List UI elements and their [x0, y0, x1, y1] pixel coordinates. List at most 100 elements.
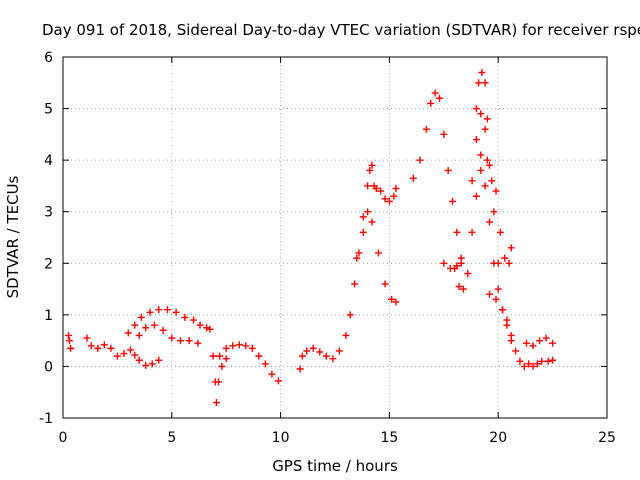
data-point: [303, 347, 311, 355]
data-point: [215, 378, 223, 386]
y-tick-label: 1: [44, 308, 53, 324]
data-point: [155, 306, 163, 314]
data-point: [135, 331, 143, 339]
data-point: [248, 344, 256, 352]
data-point: [163, 306, 171, 314]
data-point: [222, 344, 230, 352]
data-point: [459, 285, 467, 293]
data-point: [451, 264, 459, 272]
data-point: [212, 399, 220, 407]
data-point: [440, 259, 448, 267]
axis-ticks: 0 5 10 15 20 25 -1 0 1 2 3 4 5 6: [39, 50, 616, 446]
data-point: [146, 308, 154, 316]
y-tick-label: 0: [44, 359, 53, 375]
data-point: [388, 295, 396, 303]
data-point: [481, 125, 489, 133]
data-point: [542, 334, 550, 342]
x-tick-label: 20: [489, 430, 507, 446]
data-point: [488, 177, 496, 185]
data-point: [381, 195, 389, 203]
data-point: [485, 218, 493, 226]
plot-frame: [62, 56, 608, 419]
data-point: [427, 99, 435, 107]
data-point: [196, 321, 204, 329]
data-point: [468, 177, 476, 185]
y-tick-label: 4: [44, 153, 53, 169]
data-point: [296, 365, 304, 373]
data-point: [549, 339, 557, 347]
data-point: [472, 192, 480, 200]
data-point: [477, 166, 485, 174]
data-point: [66, 337, 74, 345]
data-point: [483, 156, 491, 164]
chart-title: Day 091 of 2018, Sidereal Day-to-day VTE…: [42, 21, 640, 39]
x-tick-label: 25: [598, 430, 616, 446]
data-point: [409, 174, 417, 182]
data-point: [298, 352, 306, 360]
data-point: [416, 156, 424, 164]
data-point: [368, 218, 376, 226]
data-point: [477, 110, 485, 118]
data-point: [392, 185, 400, 193]
x-tick-label: 10: [272, 430, 290, 446]
data-point: [135, 356, 143, 364]
data-point: [496, 228, 504, 236]
data-point: [353, 254, 361, 262]
data-point: [544, 357, 552, 365]
data-point: [168, 334, 176, 342]
data-point: [342, 331, 350, 339]
x-axis-label: GPS time / hours: [272, 457, 398, 475]
data-point: [155, 356, 163, 364]
data-point: [477, 151, 485, 159]
data-point: [172, 308, 180, 316]
data-point: [87, 342, 95, 350]
data-point: [190, 316, 198, 324]
data-point: [150, 321, 158, 329]
data-point: [113, 352, 121, 360]
data-point: [512, 347, 520, 355]
data-point: [485, 161, 493, 169]
data-point: [440, 130, 448, 138]
data-point: [390, 192, 398, 200]
data-point: [449, 197, 457, 205]
data-point: [261, 360, 269, 368]
data-point: [472, 105, 480, 113]
data-point: [203, 324, 211, 332]
data-point: [131, 351, 139, 359]
data-point: [536, 337, 544, 345]
data-point: [377, 187, 385, 195]
data-point: [385, 197, 393, 205]
x-tick-label: 15: [380, 430, 398, 446]
data-point: [492, 295, 500, 303]
y-tick-label: 6: [44, 50, 53, 66]
data-point: [507, 244, 515, 252]
data-point: [494, 285, 502, 293]
data-point: [501, 254, 509, 262]
data-point: [209, 352, 217, 360]
data-point: [492, 187, 500, 195]
data-point: [366, 166, 374, 174]
data-point: [435, 94, 443, 102]
data-point: [335, 347, 343, 355]
data-point: [422, 125, 430, 133]
data-point: [490, 208, 498, 216]
data-point: [268, 370, 276, 378]
data-point: [481, 182, 489, 190]
data-point: [346, 311, 354, 319]
data-point: [478, 68, 486, 76]
data-point: [137, 313, 145, 321]
y-axis-label: SDTVAR / TECUs: [4, 175, 22, 298]
data-point: [194, 339, 202, 347]
data-point: [218, 362, 226, 370]
data-point: [525, 360, 533, 368]
data-point: [392, 298, 400, 306]
data-point: [455, 282, 463, 290]
data-point: [529, 362, 537, 370]
data-point: [124, 329, 132, 337]
data-point: [206, 325, 214, 333]
data-point: [359, 213, 367, 221]
data-point: [499, 306, 507, 314]
data-point: [457, 259, 465, 267]
data-point: [549, 356, 557, 364]
